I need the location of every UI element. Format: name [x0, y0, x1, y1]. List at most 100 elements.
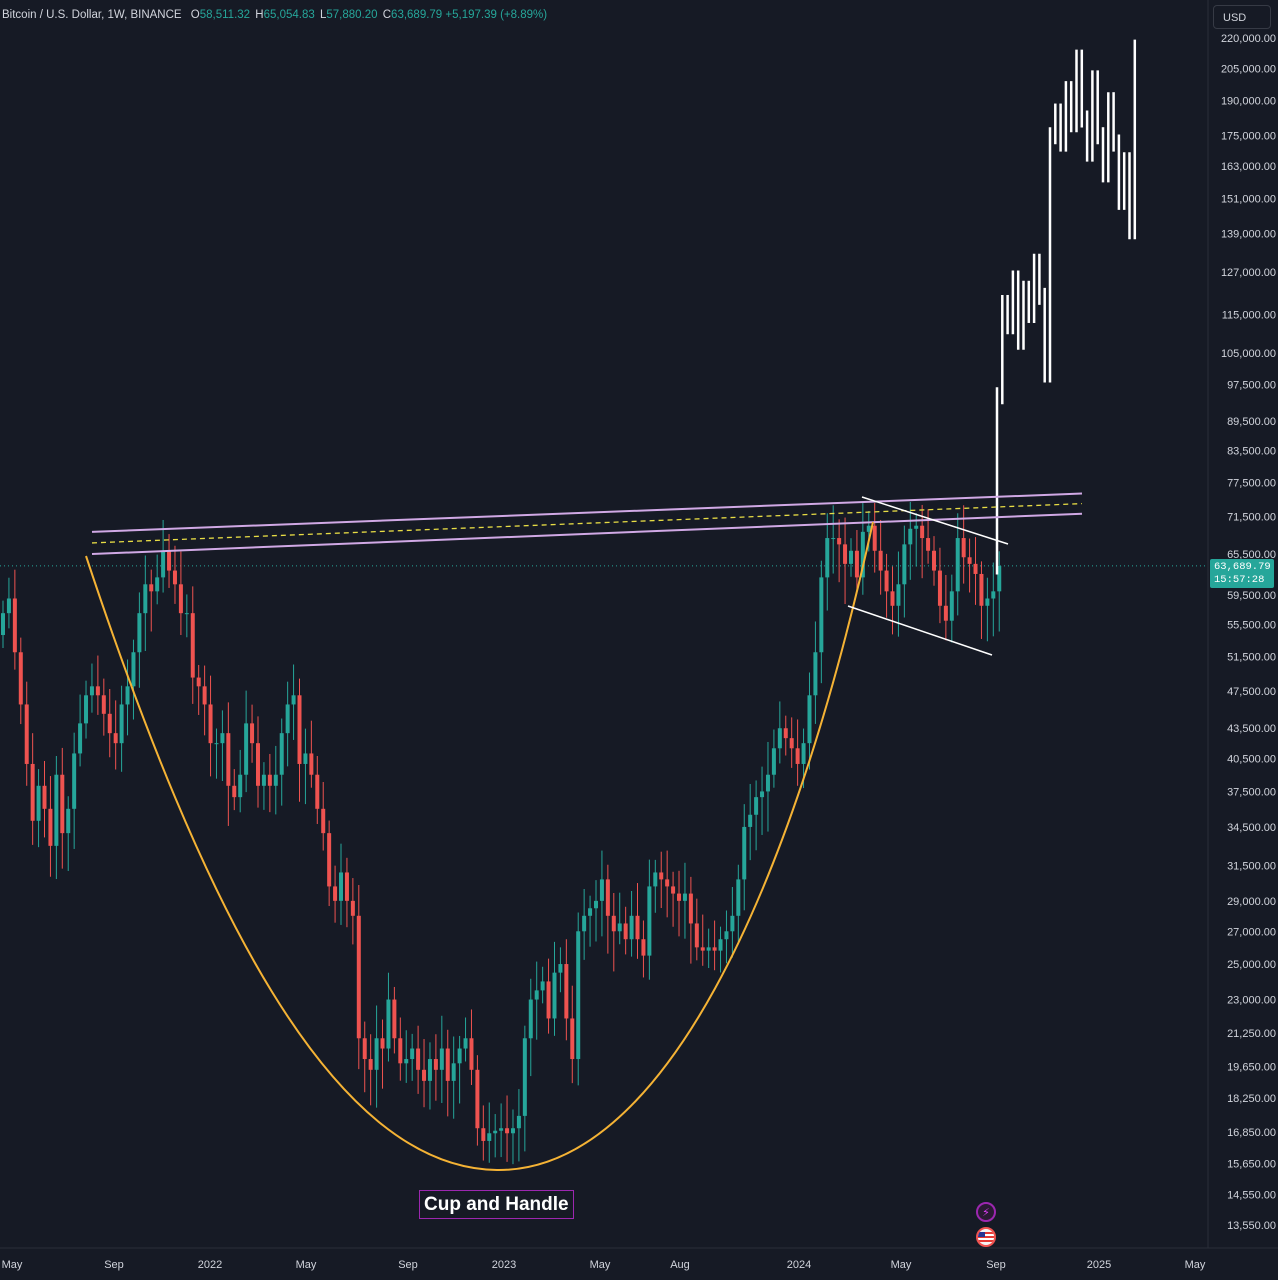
candle-body — [101, 695, 106, 714]
candle-body — [588, 908, 593, 916]
currency-button[interactable]: USD — [1213, 5, 1271, 29]
x-tick-label: Sep — [104, 1259, 124, 1271]
candle-body — [902, 544, 907, 585]
candle-body — [267, 774, 272, 786]
candle-body — [677, 893, 682, 901]
y-tick-label: 139,000.00 — [1221, 229, 1276, 241]
candle-body — [570, 1018, 575, 1060]
candle-body — [404, 1059, 409, 1064]
candle-body — [516, 1115, 521, 1129]
candle-body — [113, 733, 118, 744]
y-tick-label: 21,250.00 — [1227, 1028, 1276, 1040]
y-tick-label: 19,650.00 — [1227, 1062, 1276, 1074]
y-tick-label: 175,000.00 — [1221, 131, 1276, 143]
candle-body — [410, 1048, 415, 1060]
us-flag-icon[interactable] — [976, 1227, 996, 1247]
cup-and-handle-label[interactable]: Cup and Handle — [419, 1190, 574, 1219]
candle-body — [439, 1048, 444, 1070]
candle-body — [771, 748, 776, 775]
candle-body — [552, 972, 557, 1019]
candle-body — [534, 990, 539, 1000]
candle-body — [149, 584, 154, 592]
candle-body — [54, 774, 59, 846]
symbol-legend: Bitcoin / U.S. Dollar, 1W, BINANCE O58,5… — [2, 9, 547, 21]
y-tick-label: 29,000.00 — [1227, 896, 1276, 908]
candle-body — [178, 584, 183, 614]
candle-body — [641, 939, 646, 956]
candle-body — [973, 563, 978, 574]
candle-body — [6, 598, 11, 614]
candle-body — [208, 704, 213, 744]
candle-body — [635, 915, 640, 940]
y-tick-label: 55,500.00 — [1227, 620, 1276, 632]
candle-body — [285, 704, 290, 734]
y-tick-label: 97,500.00 — [1227, 380, 1276, 392]
candle-body — [594, 900, 598, 909]
x-tick-label: 2022 — [198, 1259, 222, 1271]
channel-lower-line — [91, 512, 1083, 555]
candle-body — [66, 808, 71, 834]
x-tick-label: May — [590, 1259, 611, 1271]
candle-body — [961, 538, 966, 558]
candle-body — [368, 1059, 373, 1070]
candle-body — [416, 1048, 421, 1070]
candle-body — [42, 785, 47, 809]
candle-body — [985, 598, 990, 606]
candle-body — [671, 886, 676, 894]
candle-body — [333, 886, 338, 901]
candle-body — [422, 1069, 427, 1081]
candle-body — [78, 723, 83, 754]
candle-body — [819, 577, 824, 653]
candle-body — [754, 797, 759, 815]
candle-body — [866, 525, 871, 532]
candle-body — [350, 900, 355, 916]
y-tick-label: 23,000.00 — [1227, 995, 1276, 1007]
candle-body — [362, 1038, 367, 1060]
candle-body — [303, 753, 308, 764]
candle-body — [238, 774, 243, 798]
x-tick-label: May — [891, 1259, 912, 1271]
y-tick-label: 37,500.00 — [1227, 786, 1276, 798]
candle-body — [582, 915, 587, 932]
candle-body — [315, 774, 320, 809]
candle-body — [949, 591, 954, 621]
candle-body — [854, 550, 859, 578]
y-tick-label: 18,250.00 — [1227, 1093, 1276, 1105]
candle-body — [356, 915, 361, 1039]
low-value: 57,880.20 — [326, 9, 378, 21]
candle-body — [261, 774, 266, 786]
candle-body — [843, 544, 848, 564]
candle-body — [380, 1038, 385, 1049]
candle-body — [451, 1063, 456, 1081]
candle-body — [937, 570, 942, 606]
candle-body — [991, 591, 996, 599]
candle-body — [184, 613, 189, 615]
candle-body — [700, 947, 705, 951]
y-tick-label: 151,000.00 — [1221, 193, 1276, 205]
candle-body — [789, 738, 794, 749]
y-tick-label: 205,000.00 — [1221, 63, 1276, 75]
lightning-icon[interactable]: ⚡ — [976, 1202, 996, 1222]
candle-body — [860, 531, 865, 578]
candle-body — [48, 808, 53, 846]
candle-body — [433, 1059, 438, 1070]
candle-body — [926, 538, 931, 551]
candle-body — [398, 1038, 403, 1064]
candle-body — [155, 577, 160, 592]
candle-body — [653, 872, 658, 887]
candle-body — [955, 538, 960, 592]
y-tick-label: 15,650.00 — [1227, 1158, 1276, 1170]
candle-body — [137, 613, 142, 653]
candle-body — [783, 728, 788, 739]
candle-body — [392, 999, 397, 1039]
y-tick-label: 127,000.00 — [1221, 267, 1276, 279]
candle-body — [143, 584, 148, 614]
candle-body — [309, 753, 314, 775]
candle-body — [72, 753, 77, 809]
candle-body — [344, 872, 349, 901]
candle-body — [943, 605, 948, 621]
y-tick-label: 47,500.00 — [1227, 686, 1276, 698]
x-tick-label: Sep — [986, 1259, 1006, 1271]
candle-body — [807, 695, 812, 744]
